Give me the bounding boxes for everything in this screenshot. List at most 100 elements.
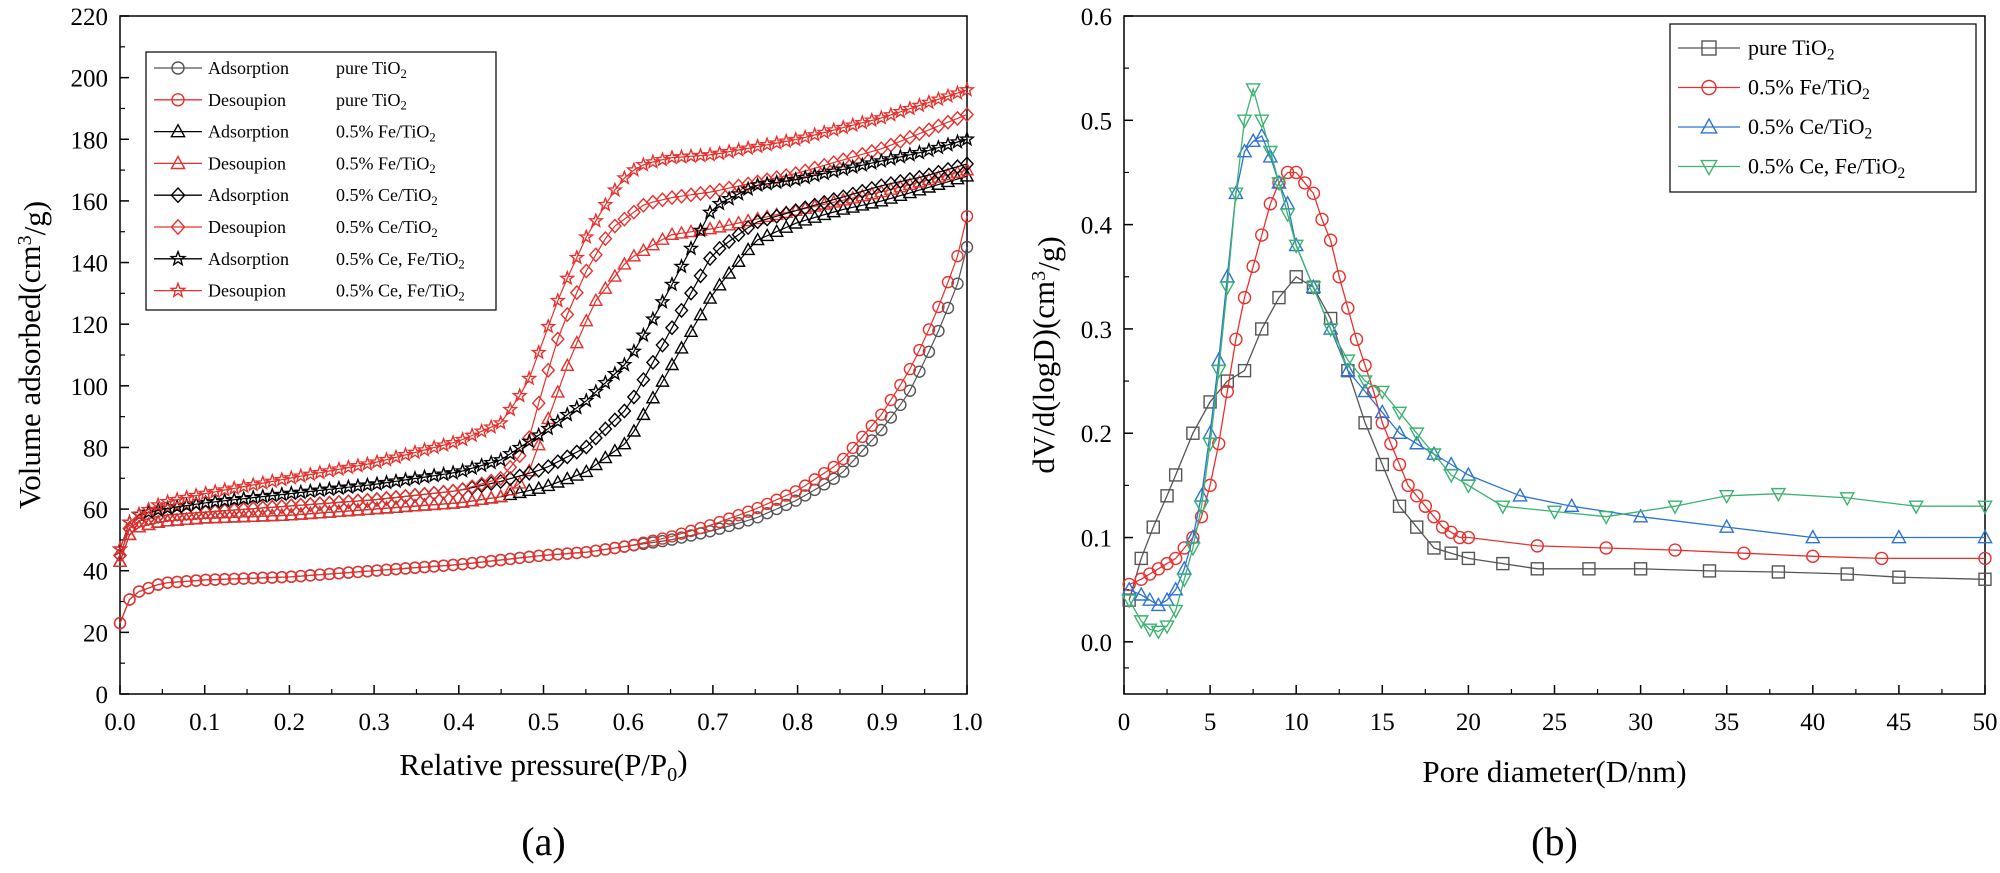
data-point <box>294 569 308 583</box>
data-point <box>607 412 622 428</box>
data-point <box>349 457 367 473</box>
data-point <box>302 482 319 499</box>
data-point <box>1978 551 1992 566</box>
legend-marker <box>1700 117 1718 134</box>
legend-box <box>145 51 497 311</box>
data-point <box>1599 541 1613 555</box>
data-point <box>283 484 300 501</box>
data-point <box>370 564 384 577</box>
data-point <box>901 100 919 116</box>
data-point <box>597 374 614 390</box>
data-point <box>197 484 214 501</box>
data-point <box>1315 212 1329 227</box>
x-axis-title-sub: 0 <box>667 764 677 786</box>
data-point <box>388 499 404 513</box>
data-point <box>179 511 194 526</box>
legend-entry: Desoupion pure TiO2 <box>154 90 407 113</box>
legend-sample-part: pure TiO <box>336 58 401 78</box>
data-point <box>636 406 651 421</box>
data-point <box>246 508 261 522</box>
data-point <box>1718 518 1735 533</box>
data-point <box>311 481 328 498</box>
data-point <box>1453 530 1467 545</box>
data-point <box>387 472 405 489</box>
data-point <box>435 436 452 453</box>
data-point <box>874 193 889 207</box>
data-point <box>531 437 546 451</box>
data-point <box>922 345 936 359</box>
data-point <box>1418 499 1433 513</box>
x-tick-label: 15 <box>1370 709 1395 736</box>
data-point <box>598 231 613 247</box>
data-point <box>483 418 500 435</box>
data-point <box>712 240 727 257</box>
data-point <box>1322 320 1339 335</box>
data-point <box>1806 549 1820 564</box>
data-point <box>149 496 167 512</box>
data-point <box>254 488 271 504</box>
data-point <box>520 432 538 449</box>
data-point <box>198 510 213 524</box>
data-point <box>550 454 565 470</box>
data-point <box>560 357 575 372</box>
data-point <box>1323 233 1338 247</box>
data-point <box>873 109 890 125</box>
data-point <box>951 277 964 290</box>
data-point <box>837 452 850 466</box>
data-point <box>598 421 613 437</box>
legend-sample-part: 0.5% Fe/TiO <box>336 153 429 173</box>
data-point <box>607 218 622 234</box>
data-point <box>722 233 737 250</box>
data-point <box>1341 301 1355 315</box>
data-point <box>644 153 662 170</box>
data-point <box>684 529 698 542</box>
legend-mode: Desoupion <box>208 90 286 110</box>
data-point <box>703 250 718 267</box>
data-point <box>520 369 538 386</box>
data-point <box>778 204 794 219</box>
data-point <box>549 413 567 429</box>
data-point <box>1212 436 1226 451</box>
data-point <box>140 501 157 517</box>
legend-sample-sub: 2 <box>431 194 437 208</box>
data-point <box>1358 358 1372 373</box>
data-point <box>1262 148 1279 163</box>
data-point <box>1194 509 1209 524</box>
data-point <box>521 482 537 497</box>
data-point <box>387 448 405 465</box>
data-point <box>1150 596 1167 612</box>
legend-sample: pure TiO2 <box>336 58 407 81</box>
data-point <box>712 277 727 291</box>
data-point <box>607 268 623 282</box>
data-point <box>960 240 974 254</box>
data-point <box>844 116 862 133</box>
legend-sample-part: 0.5% Ce, Fe/TiO <box>336 281 458 301</box>
data-point <box>444 434 462 450</box>
legend-mode: Desoupion <box>208 153 286 173</box>
data-point <box>1236 114 1253 129</box>
data-point <box>617 436 632 450</box>
data-point <box>303 505 318 520</box>
data-point <box>1255 322 1269 336</box>
legend-sample: 0.5% Fe/TiO2 <box>336 153 436 176</box>
legend-sample-sub: 2 <box>431 226 437 240</box>
data-point <box>541 458 556 475</box>
data-point <box>1582 562 1596 576</box>
data-point <box>903 362 917 376</box>
x-tick-label: 0.0 <box>104 709 135 736</box>
data-point <box>693 268 708 284</box>
data-point <box>482 454 500 470</box>
panel-b-pore-size-chart: 0 5 10 15 20 25 30 35 40 45 50 0.0 0.1 0.2 0.3 0.4 0.5 0.… <box>1026 4 1998 864</box>
x-tick-label: 0 <box>1118 709 1131 736</box>
data-point <box>635 326 652 343</box>
data-point <box>1133 586 1150 601</box>
legend-mode: Adsorption <box>208 122 289 142</box>
data-point <box>568 248 586 265</box>
data-point <box>418 560 431 574</box>
data-point <box>378 451 395 467</box>
y-tick-label: 140 <box>71 251 109 278</box>
data-point <box>597 196 614 212</box>
data-point <box>1357 383 1373 398</box>
data-point <box>1771 565 1786 579</box>
y-axis-title: dV/d(logD)(cm3/g) <box>1026 236 1066 473</box>
